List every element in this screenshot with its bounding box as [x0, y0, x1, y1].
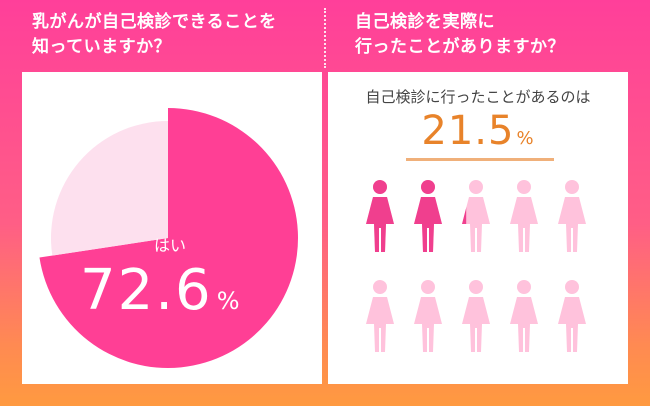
woman-icon [558, 180, 586, 252]
yes-unit: % [216, 287, 242, 315]
woman-icon [510, 280, 538, 352]
stat-percentage: 21.5% [328, 108, 628, 154]
stat-unit: % [516, 128, 535, 149]
awareness-question: 乳がんが自己検診できることを 知っていますか？ [32, 12, 277, 57]
yes-percentage: 72.6% [80, 258, 242, 323]
woman-icon [462, 280, 490, 352]
experience-question: 自己検診を実際に 行ったことがありますか？ [355, 12, 565, 57]
pie-chart [39, 108, 298, 368]
woman-icon [510, 180, 538, 252]
pictograph-grid [366, 180, 586, 352]
woman-icon [558, 280, 586, 352]
pie-slice-other [51, 121, 168, 256]
stat-caption: 自己検診に行ったことがあるのは [365, 88, 591, 106]
yes-value: 72.6 [80, 258, 213, 323]
woman-icon [462, 180, 490, 252]
yes-label: はい [153, 236, 186, 255]
divider [324, 8, 326, 68]
woman-icon [414, 280, 442, 352]
pie-slice-yes [39, 108, 298, 368]
woman-icon [366, 280, 394, 352]
stat-value: 21.5 [421, 108, 515, 154]
woman-icon [414, 180, 442, 252]
pie-panel: はい 72.6% [22, 72, 322, 384]
stat-underline [406, 158, 554, 161]
woman-icon [366, 180, 394, 252]
pictograph-panel: 自己検診に行ったことがあるのは 21.5% [328, 72, 628, 384]
